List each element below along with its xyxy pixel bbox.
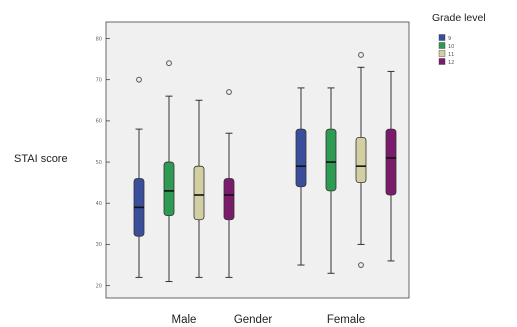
box-body [223,178,235,221]
y-tick-label: 50 [96,160,102,166]
x-category-female: Female [327,314,365,326]
box-body [325,128,337,192]
box-10-female [325,87,337,274]
outlier-point [136,76,142,83]
y-axis-label: STAI score [14,153,68,165]
box-12-male [223,89,235,278]
y-tick-label: 70 [96,77,102,83]
box-body [163,161,175,217]
y-axis: 20 30 40 50 60 70 80 [96,36,110,289]
outlier-point [358,52,364,58]
box-body [355,136,367,184]
box-groups [133,52,397,283]
box-9-male [133,76,145,278]
box-11-male [193,99,205,278]
x-category-male: Male [172,314,197,326]
outlier-point [358,262,364,268]
legend-label-10: 10 [448,44,454,50]
box-body [193,165,205,221]
y-tick-label: 40 [96,201,102,207]
x-axis-label: Gender [234,314,273,326]
box-10-male [163,60,175,283]
y-tick-label: 30 [96,242,102,248]
y-tick-label: 80 [96,36,102,42]
y-tick-label: 20 [96,283,102,289]
box-body [385,128,397,196]
legend-swatch-11 [438,50,446,57]
legend-label-11: 11 [448,52,454,58]
legend-swatch-12 [438,58,446,65]
legend-title: Grade level [432,12,486,24]
box-11-female [355,52,367,268]
outlier-point [226,89,232,95]
box-9-female [295,87,307,266]
outlier-point [166,60,172,67]
box-12-female [385,70,397,262]
legend-swatch-9 [438,34,446,41]
legend-label-9: 9 [448,36,451,42]
y-tick-label: 60 [96,119,102,125]
box-body [295,128,307,188]
legend-label-12: 12 [448,60,454,66]
legend-swatch-10 [438,42,446,49]
legend: Grade level 9 10 11 12 [432,12,486,66]
